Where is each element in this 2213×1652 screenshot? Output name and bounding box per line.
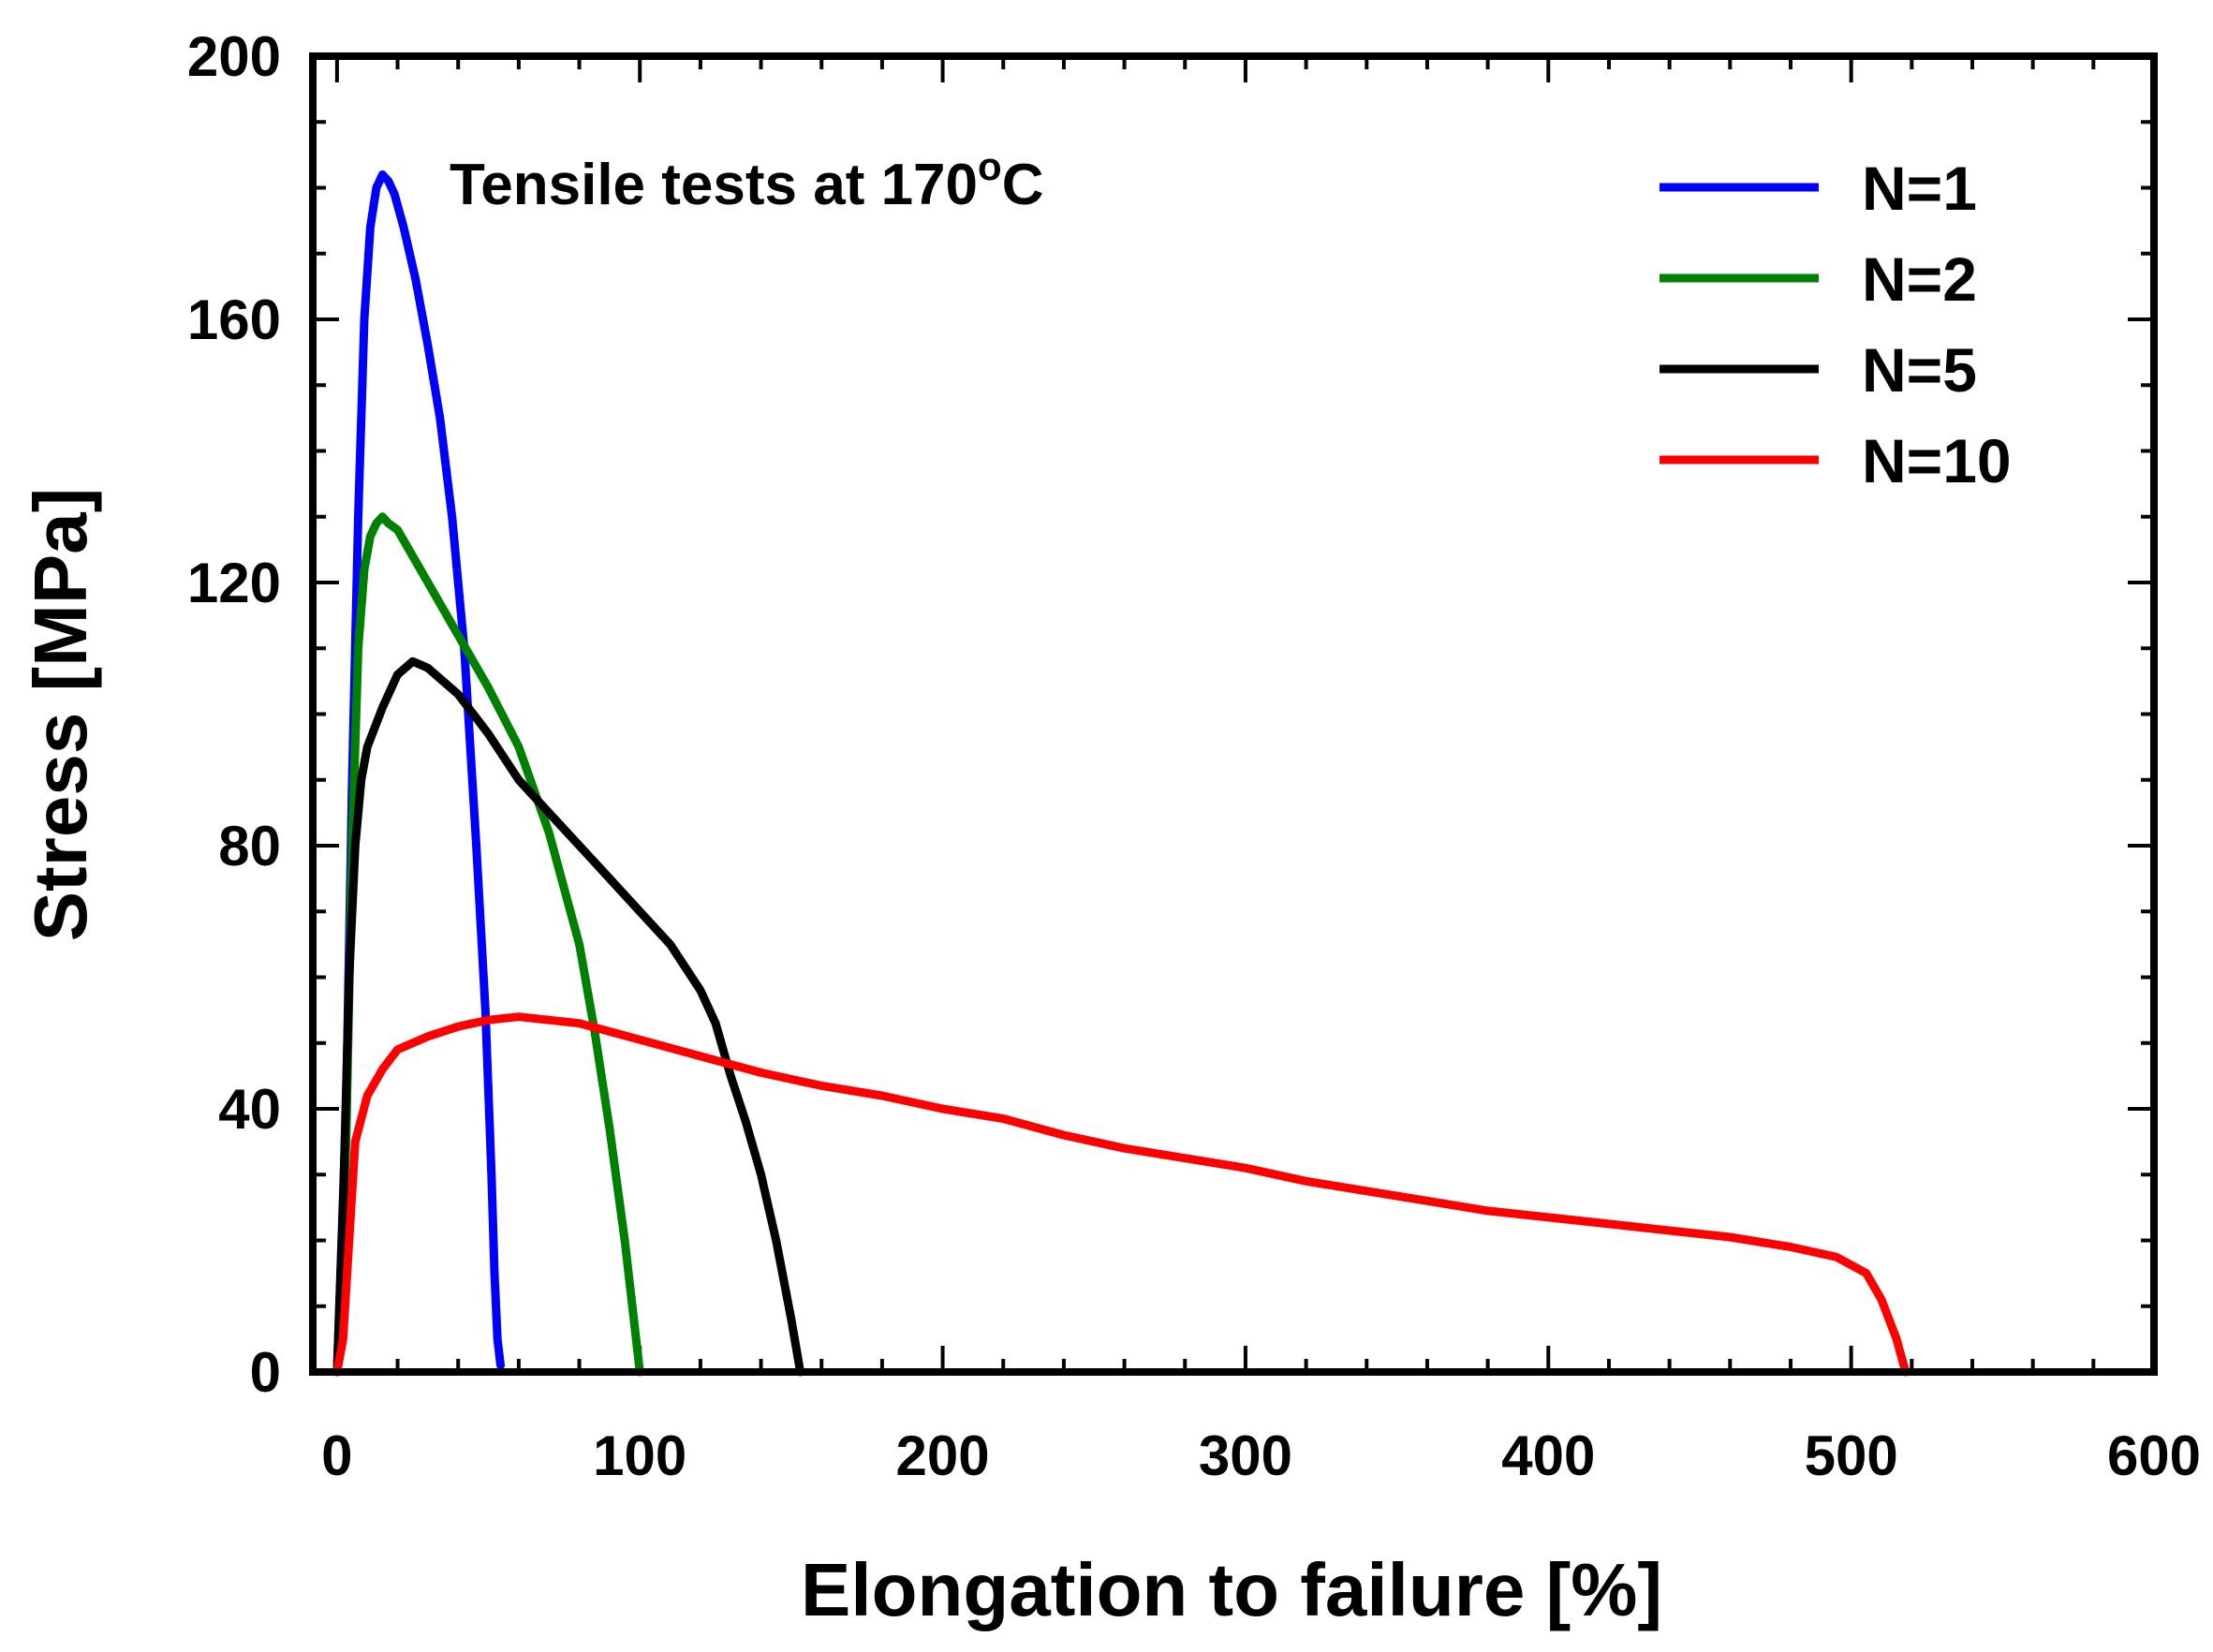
x-tick-label: 400 bbox=[1501, 1424, 1595, 1487]
y-axis-title: Stress [MPa] bbox=[19, 488, 102, 942]
y-tick-label: 0 bbox=[250, 1341, 281, 1404]
x-tick-label: 600 bbox=[2107, 1424, 2201, 1487]
annotation-superscript: o bbox=[978, 144, 1002, 188]
series-line-n-2 bbox=[332, 512, 644, 1377]
series-lines bbox=[332, 170, 1911, 1377]
legend: N=1 N=2 N=5 N=10 bbox=[1660, 154, 2012, 495]
chart-annotation: Tensile tests at 170oC bbox=[450, 144, 1043, 217]
legend-label: N=10 bbox=[1862, 426, 2012, 495]
x-tick-label: 100 bbox=[593, 1424, 686, 1487]
x-tick-label: 500 bbox=[1805, 1424, 1898, 1487]
annotation-prefix: Tensile tests at 170 bbox=[450, 153, 978, 217]
series-line-n-10 bbox=[332, 1012, 1911, 1377]
plot-frame bbox=[309, 52, 2158, 1376]
x-axis-title: Elongation to failure [%] bbox=[801, 1548, 1662, 1631]
y-tick-label: 40 bbox=[218, 1078, 281, 1141]
annotation-suffix: C bbox=[1002, 153, 1044, 217]
y-tick-label: 120 bbox=[187, 552, 281, 614]
x-tick-label: 300 bbox=[1199, 1424, 1292, 1487]
y-tick-label: 200 bbox=[187, 25, 281, 88]
axis-ticks: 0 100 200 300 400 500 600 0 40 80 120 160 200 bbox=[187, 25, 2201, 1487]
series-line-n-1 bbox=[332, 170, 505, 1377]
legend-label: N=5 bbox=[1862, 335, 1977, 405]
x-tick-label: 0 bbox=[321, 1424, 352, 1487]
legend-label: N=1 bbox=[1862, 154, 1977, 223]
x-tick-label: 200 bbox=[896, 1424, 990, 1487]
legend-label: N=2 bbox=[1862, 244, 1977, 314]
y-tick-label: 80 bbox=[218, 815, 281, 878]
y-tick-label: 160 bbox=[187, 288, 281, 351]
series-line-n-5 bbox=[332, 656, 805, 1377]
